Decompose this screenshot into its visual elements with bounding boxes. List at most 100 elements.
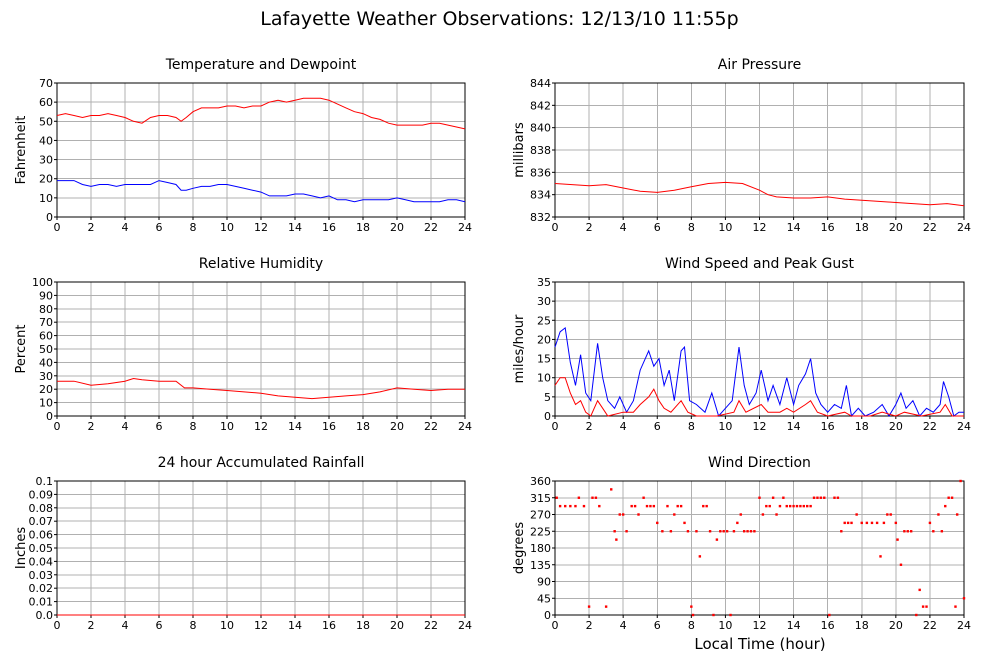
x-tick-label: 2	[586, 619, 593, 632]
direction-point	[843, 521, 846, 525]
y-tick-label: 840	[530, 122, 551, 135]
x-tick-label: 4	[620, 221, 627, 234]
direction-point	[582, 504, 586, 508]
direction-point	[705, 504, 708, 508]
x-axis-caption: Local Time (hour)	[694, 635, 826, 653]
x-tick-label: 18	[855, 619, 869, 632]
y-tick-label: 80	[39, 303, 53, 316]
direction-point	[661, 530, 664, 533]
direction-point	[799, 504, 802, 508]
y-tick-label: 10	[39, 397, 53, 410]
x-tick-label: 16	[821, 420, 835, 433]
direction-point	[886, 513, 889, 516]
y-tick-label: 0.02	[29, 582, 54, 595]
x-tick-label: 6	[156, 420, 163, 433]
direction-point	[698, 555, 702, 558]
y-tick-label: 842	[530, 99, 551, 112]
direction-point	[642, 496, 645, 499]
direction-point	[947, 496, 950, 499]
direction-point	[795, 504, 799, 508]
x-tick-label: 18	[855, 420, 869, 433]
y-tick-label: 0.09	[29, 488, 54, 501]
x-tick-label: 22	[923, 420, 937, 433]
x-tick-label: 24	[458, 221, 472, 234]
x-tick-label: 6	[654, 619, 661, 632]
direction-point	[725, 530, 729, 533]
x-tick-label: 22	[424, 420, 438, 433]
direction-point	[918, 588, 921, 592]
direction-point	[558, 504, 562, 508]
x-tick-label: 12	[254, 221, 268, 234]
series-line-1	[554, 181, 965, 207]
direction-point	[959, 479, 962, 483]
series-line-2	[554, 377, 964, 417]
direction-point	[955, 513, 959, 516]
direction-point	[676, 504, 679, 508]
x-tick-label: 16	[322, 420, 336, 433]
chart-title: 24 hour Accumulated Rainfall	[158, 455, 365, 471]
y-tick-label: 60	[39, 330, 53, 343]
x-tick-label: 20	[390, 420, 404, 433]
x-tick-label: 24	[957, 619, 971, 632]
y-tick-label: 0.0	[36, 609, 54, 622]
direction-point	[860, 521, 863, 525]
direction-point	[962, 597, 966, 600]
direction-point	[555, 496, 558, 499]
x-tick-label: 10	[718, 221, 732, 234]
direction-point	[669, 530, 673, 533]
y-tick-label: 20	[537, 333, 551, 346]
x-tick-label: 20	[889, 420, 903, 433]
y-tick-label: 50	[39, 343, 53, 356]
x-tick-label: 16	[322, 619, 336, 632]
y-tick-label: 836	[530, 166, 551, 179]
y-tick-label: 100	[32, 276, 53, 289]
direction-point	[940, 530, 944, 533]
direction-point	[909, 530, 913, 533]
y-tick-label: 45	[537, 592, 551, 605]
x-tick-label: 8	[688, 420, 695, 433]
x-tick-label: 8	[190, 619, 197, 632]
x-tick-label: 8	[688, 221, 695, 234]
x-tick-label: 22	[923, 221, 937, 234]
direction-point	[875, 521, 879, 525]
y-tick-label: 35	[537, 276, 551, 289]
y-tick-label: 0.1	[36, 475, 54, 488]
x-tick-label: 12	[753, 619, 767, 632]
y-tick-label: 40	[39, 356, 53, 369]
direction-point	[594, 496, 598, 499]
x-tick-label: 2	[586, 221, 593, 234]
y-axis-label: Inches	[14, 527, 29, 569]
series-line-1	[554, 326, 964, 418]
direction-point	[652, 504, 656, 508]
direction-point	[928, 521, 932, 525]
direction-point	[649, 504, 652, 508]
direction-point	[604, 605, 608, 608]
direction-point	[673, 513, 676, 516]
x-tick-label: 0	[552, 420, 559, 433]
direction-point	[610, 488, 613, 491]
direction-point	[722, 530, 725, 533]
y-tick-label: 30	[537, 295, 551, 308]
direction-point	[708, 530, 712, 533]
direction-point	[855, 513, 858, 516]
direction-point	[921, 605, 925, 608]
direction-point	[574, 504, 577, 508]
x-tick-label: 8	[190, 221, 197, 234]
direction-point	[788, 504, 792, 508]
y-tick-label: 15	[537, 353, 551, 366]
y-tick-label: 834	[530, 189, 551, 202]
direction-point	[695, 530, 698, 533]
x-tick-label: 16	[821, 221, 835, 234]
direction-point	[633, 504, 637, 508]
direction-point	[782, 496, 785, 499]
direction-point	[882, 521, 886, 525]
direction-point	[906, 530, 909, 533]
direction-point	[937, 513, 940, 516]
direction-point	[719, 530, 722, 533]
y-tick-label: 30	[39, 370, 53, 383]
direction-point	[690, 605, 693, 608]
x-tick-label: 24	[957, 420, 971, 433]
direction-point	[613, 530, 616, 533]
